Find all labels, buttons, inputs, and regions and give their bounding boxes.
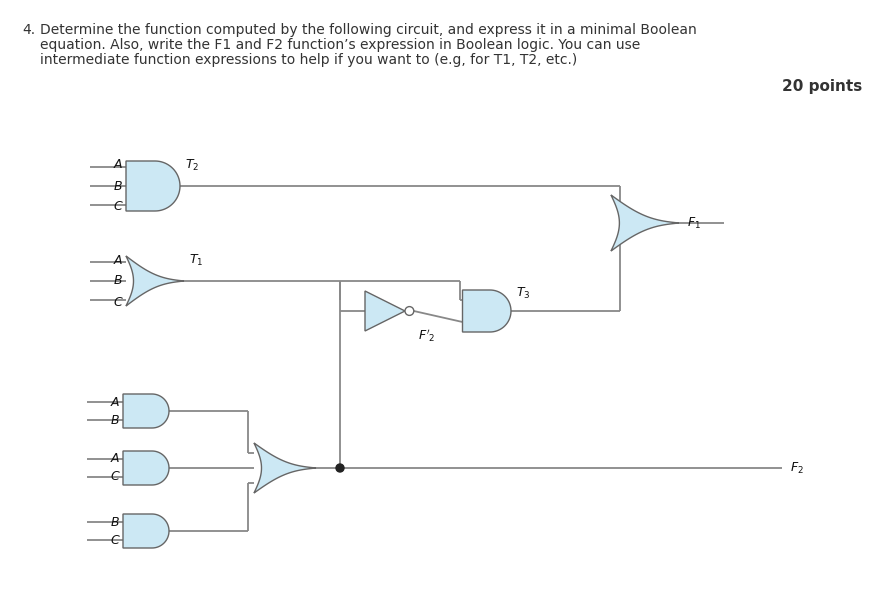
Polygon shape bbox=[611, 195, 679, 251]
Text: C: C bbox=[113, 296, 122, 308]
Circle shape bbox=[336, 464, 344, 472]
Text: $F_1$: $F_1$ bbox=[687, 216, 701, 230]
Text: A: A bbox=[114, 253, 122, 267]
Text: B: B bbox=[114, 275, 122, 287]
Text: $T_1$: $T_1$ bbox=[189, 253, 203, 268]
Text: $T_2$: $T_2$ bbox=[185, 158, 199, 173]
Text: A: A bbox=[110, 396, 119, 408]
Polygon shape bbox=[123, 451, 169, 485]
Text: 4.: 4. bbox=[22, 23, 35, 37]
Text: intermediate function expressions to help if you want to (e.g, for T1, T2, etc.): intermediate function expressions to hel… bbox=[40, 53, 577, 67]
Polygon shape bbox=[123, 514, 169, 548]
Text: equation. Also, write the F1 and F2 function’s expression in Boolean logic. You : equation. Also, write the F1 and F2 func… bbox=[40, 38, 641, 52]
Polygon shape bbox=[254, 443, 316, 493]
Polygon shape bbox=[462, 290, 511, 332]
Text: A: A bbox=[114, 159, 122, 171]
Text: $F_2$: $F_2$ bbox=[790, 461, 804, 476]
Text: 20 points: 20 points bbox=[781, 79, 862, 94]
Text: A: A bbox=[110, 453, 119, 465]
Circle shape bbox=[405, 307, 414, 315]
Text: B: B bbox=[110, 516, 119, 528]
Text: C: C bbox=[110, 470, 119, 484]
Text: $T_3$: $T_3$ bbox=[516, 286, 530, 301]
Text: C: C bbox=[110, 533, 119, 547]
Text: $F'_2$: $F'_2$ bbox=[418, 327, 435, 344]
Polygon shape bbox=[365, 291, 405, 331]
Text: B: B bbox=[110, 413, 119, 427]
Text: B: B bbox=[114, 179, 122, 193]
Polygon shape bbox=[123, 394, 169, 428]
Text: Determine the function computed by the following circuit, and express it in a mi: Determine the function computed by the f… bbox=[40, 23, 697, 37]
Text: C: C bbox=[113, 201, 122, 213]
Polygon shape bbox=[126, 161, 180, 211]
Polygon shape bbox=[126, 256, 184, 306]
